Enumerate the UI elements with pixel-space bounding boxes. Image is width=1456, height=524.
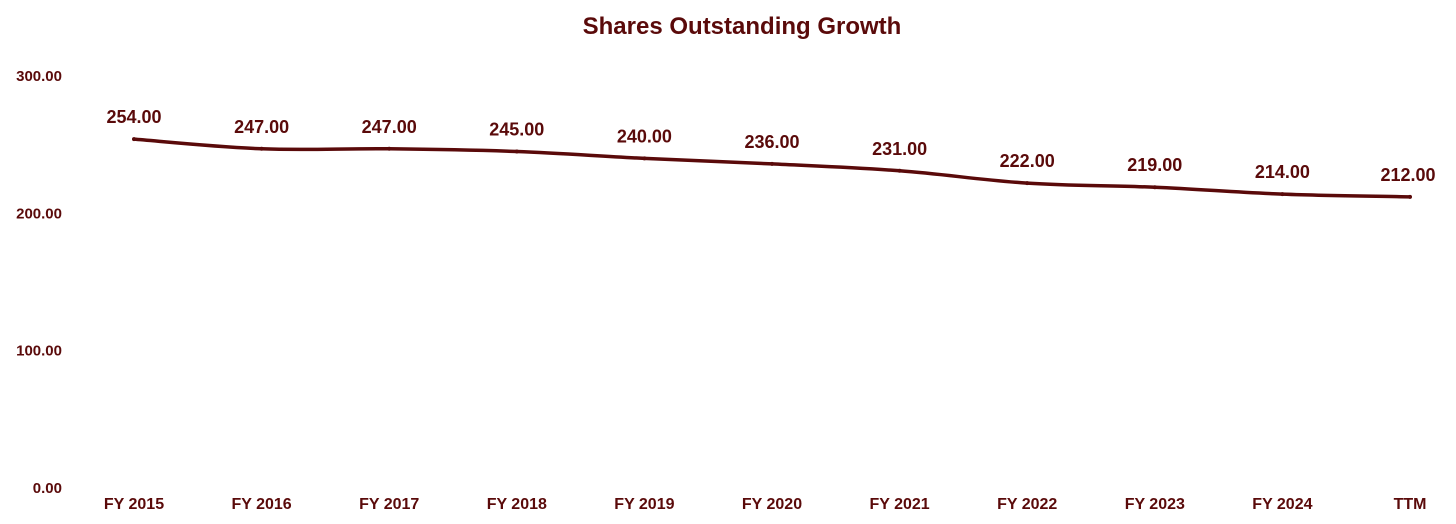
data-point: [259, 146, 264, 151]
data-label: 212.00: [1380, 165, 1435, 185]
y-tick-label: 100.00: [16, 343, 62, 360]
x-tick-label: FY 2016: [231, 496, 291, 513]
data-point: [770, 161, 774, 166]
data-label: 214.00: [1255, 162, 1310, 182]
data-point: [1280, 192, 1285, 197]
x-axis: FY 2015 FY 2016 FY 2017 FY 2018 FY 2019 FY 20…: [104, 496, 1427, 513]
y-tick-label: 200.00: [16, 205, 62, 222]
data-label: 222.00: [1000, 151, 1055, 171]
data-point: [387, 146, 392, 151]
x-tick-label: FY 2024: [1252, 496, 1312, 513]
x-tick-label: FY 2020: [742, 496, 802, 513]
data-label: 247.00: [234, 117, 289, 137]
y-axis: 0.00 100.00 200.00 300.00: [16, 68, 62, 497]
data-point: [1152, 185, 1157, 190]
series-layer: [132, 137, 1412, 199]
data-label: 240.00: [617, 126, 672, 146]
chart-title: Shares Outstanding Growth: [583, 13, 902, 40]
x-tick-label: FY 2017: [359, 496, 419, 513]
data-labels: 254.00 247.00 247.00 245.00 240.00 236.00 231.…: [106, 107, 1435, 185]
data-label: 254.00: [106, 107, 161, 127]
x-tick-label: TTM: [1394, 496, 1427, 513]
data-point: [1025, 181, 1030, 186]
data-point: [1408, 194, 1412, 199]
data-label: 236.00: [744, 132, 799, 152]
data-point: [514, 149, 519, 154]
data-label: 231.00: [872, 139, 927, 159]
x-tick-label: FY 2019: [614, 496, 674, 513]
data-point: [897, 168, 902, 173]
data-label: 245.00: [489, 120, 544, 140]
data-point: [132, 137, 136, 142]
data-point: [642, 156, 647, 161]
x-tick-label: FY 2015: [104, 496, 164, 513]
y-tick-label: 300.00: [16, 68, 62, 85]
x-tick-label: FY 2023: [1125, 496, 1185, 513]
data-label: 247.00: [362, 117, 417, 137]
data-label: 219.00: [1127, 155, 1182, 175]
x-tick-label: FY 2022: [997, 496, 1057, 513]
x-tick-label: FY 2021: [869, 496, 929, 513]
x-tick-label: FY 2018: [487, 496, 547, 513]
y-tick-label: 0.00: [33, 480, 62, 497]
